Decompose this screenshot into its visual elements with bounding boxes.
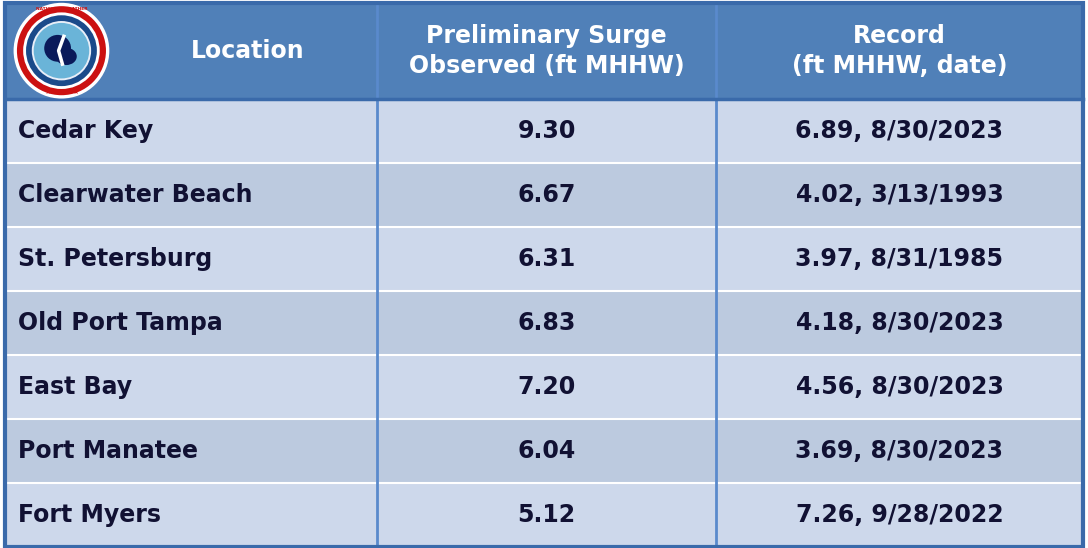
Text: Preliminary Surge
Observed (ft MHHW): Preliminary Surge Observed (ft MHHW) — [409, 24, 684, 77]
Ellipse shape — [17, 6, 106, 95]
Text: 6.83: 6.83 — [518, 311, 576, 335]
Text: 3.97, 8/31/1985: 3.97, 8/31/1985 — [795, 247, 1003, 271]
Bar — [5, 3, 378, 99]
Text: ★: ★ — [59, 88, 64, 94]
Ellipse shape — [13, 3, 109, 99]
Text: 6.31: 6.31 — [518, 247, 576, 271]
Text: 5.12: 5.12 — [518, 504, 576, 527]
Bar — [5, 99, 1083, 163]
Ellipse shape — [34, 23, 89, 78]
Text: ★: ★ — [45, 88, 50, 94]
Ellipse shape — [23, 13, 100, 89]
Text: Port Manatee: Port Manatee — [18, 439, 198, 463]
Bar — [5, 291, 1083, 355]
Ellipse shape — [45, 35, 71, 62]
Ellipse shape — [26, 15, 97, 86]
Text: 7.20: 7.20 — [518, 375, 576, 399]
Text: 6.04: 6.04 — [518, 439, 576, 463]
Text: SERVICE: SERVICE — [51, 90, 72, 95]
Ellipse shape — [55, 48, 77, 65]
Text: Old Port Tampa: Old Port Tampa — [18, 311, 223, 335]
Text: 4.56, 8/30/2023: 4.56, 8/30/2023 — [795, 375, 1003, 399]
Text: 4.02, 3/13/1993: 4.02, 3/13/1993 — [795, 183, 1003, 207]
Text: Cedar Key: Cedar Key — [18, 119, 153, 142]
Text: 7.26, 9/28/2022: 7.26, 9/28/2022 — [795, 504, 1003, 527]
Bar — [5, 163, 1083, 227]
Bar — [5, 227, 1083, 291]
Text: 6.89, 8/30/2023: 6.89, 8/30/2023 — [795, 119, 1003, 142]
Bar — [5, 419, 1083, 483]
Text: St. Petersburg: St. Petersburg — [18, 247, 213, 271]
Text: ★: ★ — [73, 88, 78, 94]
Text: East Bay: East Bay — [18, 375, 133, 399]
Bar — [378, 3, 716, 99]
Text: Clearwater Beach: Clearwater Beach — [18, 183, 254, 207]
Text: Location: Location — [191, 39, 305, 62]
Bar — [5, 483, 1083, 547]
Bar — [5, 355, 1083, 419]
Text: Record
(ft MHHW, date): Record (ft MHHW, date) — [792, 24, 1007, 77]
Text: 3.69, 8/30/2023: 3.69, 8/30/2023 — [795, 439, 1003, 463]
Text: Fort Myers: Fort Myers — [18, 504, 161, 527]
Text: 4.18, 8/30/2023: 4.18, 8/30/2023 — [795, 311, 1003, 335]
Bar — [716, 3, 1083, 99]
Text: NATIONAL  WEATHER: NATIONAL WEATHER — [36, 7, 87, 11]
Ellipse shape — [32, 21, 91, 81]
Text: 6.67: 6.67 — [518, 183, 576, 207]
Text: 9.30: 9.30 — [518, 119, 576, 142]
